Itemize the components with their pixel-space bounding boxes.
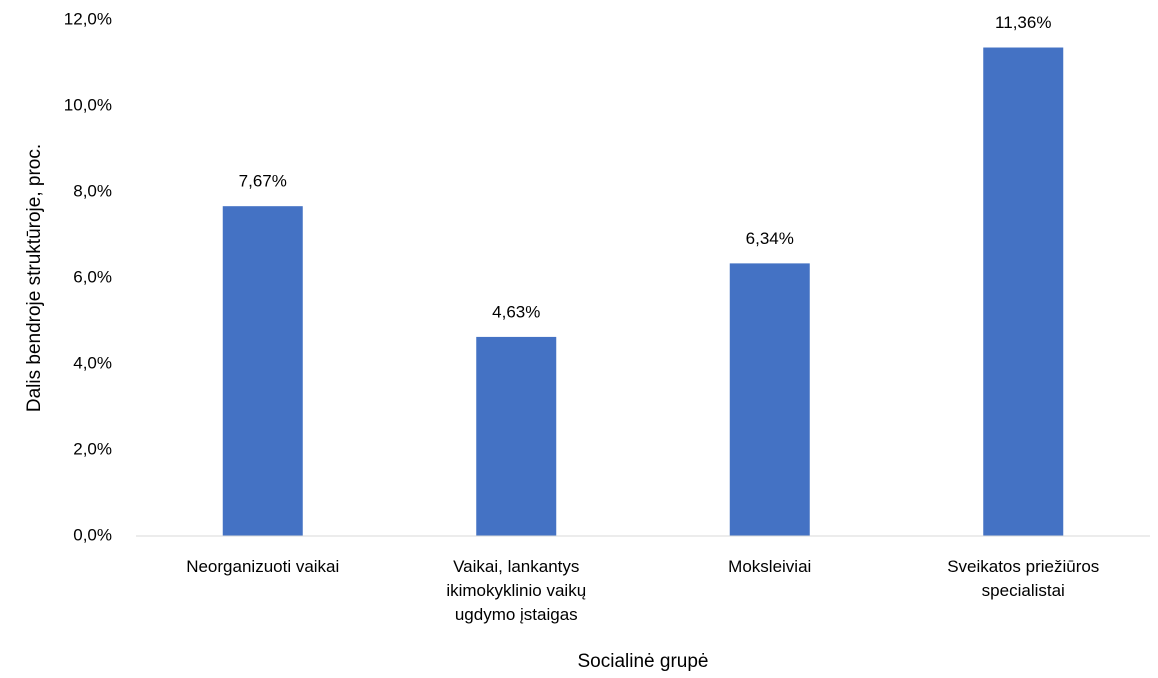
bar [222,206,303,536]
x-tick-label: Sveikatos priežiūros specialistai [947,557,1099,600]
data-label: 7,67% [239,172,287,191]
y-tick-label: 6,0% [73,267,112,286]
x-axis-label: Socialinė grupė [578,651,709,672]
y-tick-label: 12,0% [64,9,112,28]
x-tick-label: Vaikai, lankantys ikimokyklinio vaikų ugdy… [446,557,586,624]
bar [476,336,557,536]
x-tick-label: Neorganizuoti vaikai [186,557,339,576]
data-label: 11,36% [995,13,1051,32]
y-tick-label: 2,0% [73,439,112,458]
bar [983,47,1064,537]
data-label: 4,63% [492,302,540,321]
y-tick-label: 10,0% [64,95,112,114]
bar [729,263,810,536]
y-tick-label: 0,0% [73,525,112,544]
data-label: 6,34% [746,229,794,248]
y-axis-label: Dalis bendroje struktūroje, proc. [24,144,45,412]
y-tick-label: 8,0% [73,181,112,200]
x-tick-label: Moksleiviai [728,557,811,576]
y-tick-label: 4,0% [73,353,112,372]
